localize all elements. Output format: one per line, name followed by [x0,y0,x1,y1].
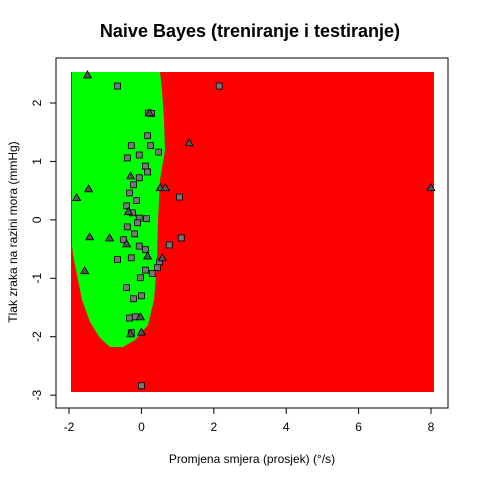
point-square [148,270,156,278]
point-square [155,148,162,156]
point-triangle [125,328,136,338]
point-triangle [121,239,132,248]
point-triangle [125,171,136,180]
point-square [130,295,137,303]
point-square [142,246,149,254]
y-tick-label: 2 [30,99,44,106]
point-square [131,230,138,238]
point-square [114,256,121,263]
point-square [127,254,135,262]
point-triangle [157,253,168,262]
point-square [153,264,161,272]
y-tick-label: -2 [30,331,44,342]
point-square [130,181,137,189]
point-triangle [144,108,155,117]
chart-title: Naive Bayes (treniranje i testiranje) [100,21,400,41]
point-triangle [184,137,194,147]
point-square [123,202,130,210]
point-square [123,284,130,292]
point-triangle [83,184,94,193]
point-square [123,154,131,162]
point-triangle [82,70,93,79]
point-square [138,382,145,390]
point-triangle [104,233,115,242]
point-square [147,142,154,150]
point-square [215,82,223,90]
point-triangle [71,192,82,202]
point-square [135,242,143,250]
point-square [142,266,149,274]
y-axis-label: Tlak zraka na razini mora (mmHg) [6,141,20,322]
point-square [165,241,173,249]
point-square [114,82,121,90]
point-triangle [79,265,90,275]
point-square [177,234,185,242]
x-tick-label: 2 [210,420,217,434]
point-square [143,215,150,223]
y-tick-label: 1 [30,158,44,165]
point-square [144,168,151,176]
point-square [138,292,145,300]
point-triangle [136,327,147,336]
point-triangle [426,182,436,192]
x-axis-label: Promjena smjera (prosjek) (°/s) [169,452,335,466]
point-triangle [84,231,95,241]
point-square [127,142,135,150]
point-square [126,189,133,197]
y-tick-label: 0 [30,216,44,223]
point-square [123,223,131,231]
point-triangle [135,312,146,321]
point-triangle [160,182,171,192]
point-square [126,314,133,322]
point-square [134,219,141,227]
point-square [144,132,151,140]
x-tick-label: -2 [64,420,75,434]
point-triangle [123,206,134,216]
point-triangle [142,251,153,260]
y-tick-label: -3 [30,389,44,400]
point-square [136,274,144,282]
x-tick-label: 8 [428,420,435,434]
x-tick-label: 0 [138,420,145,434]
plot-frame [55,57,449,409]
x-tick-label: 4 [283,420,290,434]
y-tick-label: -1 [30,273,44,284]
point-square [142,162,149,170]
point-square [135,174,143,182]
point-square [132,197,140,204]
point-square [135,151,143,159]
point-square [176,193,183,201]
x-tick-label: 6 [355,420,362,434]
